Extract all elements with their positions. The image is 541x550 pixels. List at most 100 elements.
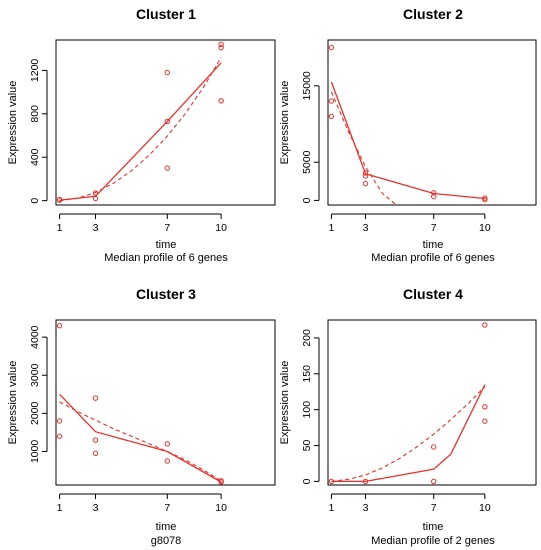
panel-cluster-1: Cluster 1 1 3 7 10 0 400 800 1200 time Expression … bbox=[7, 6, 276, 264]
data-point bbox=[482, 404, 488, 410]
panel-cluster-2: Cluster 2 1 3 7 10 0 5000 15000 time Expression v… bbox=[279, 6, 537, 264]
x-tick-label: 1 bbox=[328, 222, 334, 234]
panel-subtitle: Median profile of 6 genes bbox=[104, 252, 228, 264]
y-tick-label: 0 bbox=[29, 198, 41, 204]
data-point bbox=[218, 479, 224, 485]
data-point bbox=[92, 437, 99, 443]
plot-frame bbox=[55, 39, 276, 206]
panel-title: Cluster 3 bbox=[136, 286, 196, 302]
x-tick-label: 3 bbox=[363, 502, 369, 514]
y-tick-label: 5000 bbox=[301, 150, 313, 174]
panel-subtitle: g8078 bbox=[151, 535, 182, 547]
x-axis-label: time bbox=[156, 239, 177, 251]
data-point bbox=[431, 190, 437, 196]
data-layer bbox=[328, 44, 488, 205]
y-axis-label: Expression value bbox=[279, 81, 291, 165]
data-point bbox=[328, 98, 335, 104]
x-tick-label: 3 bbox=[93, 502, 99, 514]
data-point bbox=[164, 165, 170, 171]
x-tick-label: 10 bbox=[479, 222, 491, 234]
x-tick-label: 3 bbox=[93, 222, 99, 234]
x-tick-label: 3 bbox=[363, 222, 369, 234]
x-axis-label: time bbox=[156, 521, 177, 533]
data-point bbox=[56, 418, 63, 424]
panel-title: Cluster 4 bbox=[403, 286, 463, 302]
x-tick-label: 10 bbox=[479, 502, 491, 514]
y-tick-label: 1200 bbox=[29, 59, 41, 83]
x-tick-label: 1 bbox=[57, 502, 63, 514]
x-tick-label: 7 bbox=[164, 502, 170, 514]
data-point bbox=[92, 195, 99, 202]
y-tick-label: 2000 bbox=[29, 402, 41, 426]
fit-curve bbox=[330, 91, 397, 205]
data-point bbox=[56, 323, 63, 329]
data-point bbox=[362, 180, 369, 187]
median-profile-line bbox=[59, 393, 222, 483]
data-point bbox=[164, 118, 170, 125]
data-point bbox=[56, 196, 63, 203]
data-point bbox=[218, 41, 224, 48]
x-axis-label: time bbox=[423, 521, 444, 533]
data-point bbox=[92, 190, 99, 196]
data-point bbox=[218, 98, 224, 104]
median-profile-line bbox=[330, 81, 485, 200]
data-point bbox=[362, 173, 369, 179]
y-tick-label: 100 bbox=[301, 401, 313, 419]
data-point bbox=[92, 395, 99, 401]
x-axis-label: time bbox=[423, 239, 444, 251]
x-tick-label: 1 bbox=[328, 502, 334, 514]
y-tick-label: 150 bbox=[301, 365, 313, 383]
plot-frame bbox=[55, 319, 276, 486]
data-layer bbox=[56, 323, 224, 485]
x-tick-label: 10 bbox=[215, 502, 227, 514]
panel-subtitle: Median profile of 6 genes bbox=[371, 252, 495, 264]
data-point bbox=[328, 478, 335, 485]
panel-subtitle: Median profile of 2 genes bbox=[371, 535, 495, 547]
data-point bbox=[218, 44, 224, 51]
y-tick-label: 0 bbox=[301, 478, 313, 484]
data-point bbox=[164, 69, 170, 76]
y-axis-label: Expression value bbox=[7, 361, 19, 445]
data-point bbox=[164, 458, 170, 464]
x-tick-label: 7 bbox=[431, 222, 437, 234]
panel-title: Cluster 1 bbox=[136, 6, 196, 22]
plot-frame bbox=[327, 319, 537, 486]
panel-cluster-4: Cluster 41 3 7 10050100150200timeExpression… bbox=[279, 286, 537, 547]
data-layer bbox=[56, 41, 224, 203]
y-tick-label: 50 bbox=[301, 440, 313, 452]
y-tick-label: 4000 bbox=[29, 325, 41, 349]
median-profile-line bbox=[59, 62, 222, 201]
data-point bbox=[431, 444, 437, 450]
data-point bbox=[431, 193, 437, 200]
fit-curve bbox=[59, 57, 222, 202]
data-layer bbox=[328, 322, 488, 485]
fit-curve bbox=[331, 386, 486, 482]
data-point bbox=[56, 433, 63, 439]
y-tick-label: 0 bbox=[301, 197, 313, 203]
data-point bbox=[482, 196, 488, 203]
data-point bbox=[362, 478, 369, 485]
data-point bbox=[431, 478, 437, 485]
panel-title: Cluster 2 bbox=[403, 6, 463, 22]
data-point bbox=[328, 44, 335, 51]
data-point bbox=[164, 441, 170, 447]
y-tick-label: 400 bbox=[29, 148, 41, 166]
data-point bbox=[328, 113, 335, 120]
x-tick-label: 7 bbox=[164, 222, 170, 234]
x-tick-label: 10 bbox=[215, 222, 227, 234]
y-tick-label: 800 bbox=[29, 105, 41, 123]
plot-frame bbox=[327, 39, 537, 206]
data-point bbox=[362, 170, 369, 176]
y-axis-label: Expression value bbox=[7, 81, 19, 165]
x-tick-label: 1 bbox=[57, 222, 63, 234]
y-tick-label: 200 bbox=[301, 329, 313, 347]
data-point bbox=[482, 418, 488, 424]
data-point bbox=[482, 322, 488, 328]
x-tick-label: 7 bbox=[431, 502, 437, 514]
y-tick-label: 15000 bbox=[301, 71, 313, 100]
median-profile-line bbox=[331, 384, 486, 483]
y-tick-label: 3000 bbox=[29, 363, 41, 387]
panel-cluster-3: Cluster 3 1 3 7 10 1000 2000 3000 4000 time Expres… bbox=[7, 286, 276, 547]
y-axis-label: Expression value bbox=[279, 361, 291, 445]
